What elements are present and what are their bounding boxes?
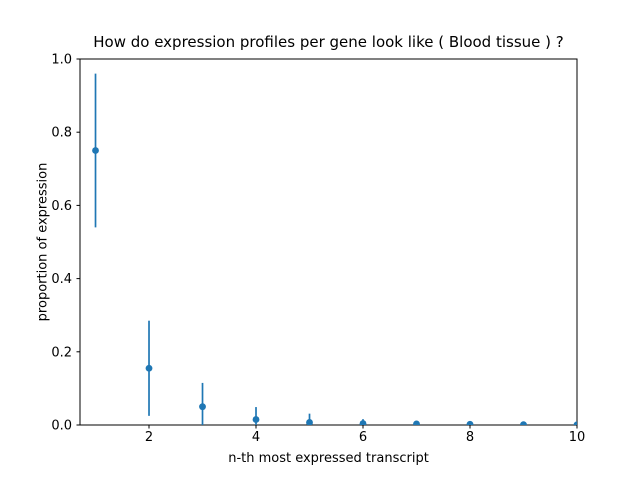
data-point [306, 419, 313, 425]
data-series [92, 73, 577, 425]
y-tick-label: 0.8 [51, 126, 72, 141]
x-tick-label: 10 [569, 430, 586, 445]
data-point [92, 147, 99, 154]
y-tick-label: 1.0 [51, 53, 72, 68]
x-tick-label: 8 [466, 430, 474, 445]
y-tick-label: 0.2 [51, 345, 72, 360]
y-tick-label: 0.4 [51, 272, 72, 287]
axes-frame [79, 58, 578, 426]
y-tick-label: 0.6 [51, 199, 72, 214]
y-axis-label: proportion of expression [35, 162, 51, 322]
x-tick-label: 6 [359, 430, 367, 445]
x-tick-label: 4 [252, 430, 260, 445]
data-point [359, 420, 367, 425]
data-point [520, 421, 527, 425]
data-point [413, 420, 420, 425]
y-tick-label: 0.0 [51, 419, 72, 434]
x-axis-label: n-th most expressed transcript [228, 451, 429, 466]
chart-title: How do expression profiles per gene look… [93, 33, 564, 51]
data-point [573, 421, 577, 425]
data-point [199, 403, 206, 411]
data-point [145, 364, 153, 372]
x-tick-label: 2 [145, 430, 153, 445]
data-point [252, 416, 260, 423]
data-point [466, 420, 474, 425]
